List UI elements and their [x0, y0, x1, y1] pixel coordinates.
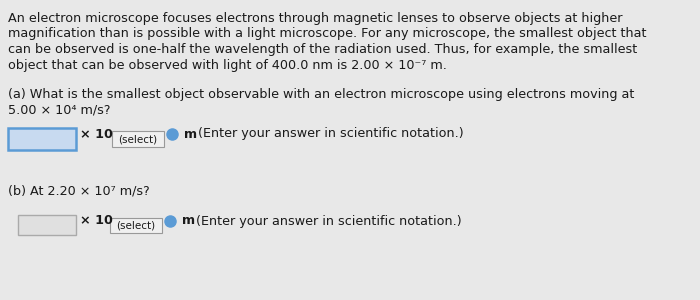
Text: m: m: [184, 128, 197, 140]
FancyBboxPatch shape: [18, 215, 76, 235]
Text: object that can be observed with light of 400.0 nm is 2.00 × 10⁻⁷ m.: object that can be observed with light o…: [8, 58, 447, 71]
Text: An electron microscope focuses electrons through magnetic lenses to observe obje: An electron microscope focuses electrons…: [8, 12, 622, 25]
Text: × 10: × 10: [80, 128, 113, 140]
Text: (select): (select): [116, 220, 155, 230]
FancyBboxPatch shape: [110, 218, 162, 232]
Text: (b) At 2.20 × 10⁷ m/s?: (b) At 2.20 × 10⁷ m/s?: [8, 185, 150, 198]
Text: can be observed is one-half the wavelength of the radiation used. Thus, for exam: can be observed is one-half the waveleng…: [8, 43, 637, 56]
Text: (Enter your answer in scientific notation.): (Enter your answer in scientific notatio…: [198, 128, 463, 140]
Text: m: m: [182, 214, 195, 227]
Text: 5.00 × 10⁴ m/s?: 5.00 × 10⁴ m/s?: [8, 103, 111, 116]
Text: (Enter your answer in scientific notation.): (Enter your answer in scientific notatio…: [196, 214, 461, 227]
Text: × 10: × 10: [80, 214, 113, 227]
Text: (a) What is the smallest object observable with an electron microscope using ele: (a) What is the smallest object observab…: [8, 88, 634, 101]
Text: magnification than is possible with a light microscope. For any microscope, the : magnification than is possible with a li…: [8, 28, 647, 40]
FancyBboxPatch shape: [8, 128, 76, 150]
Text: (select): (select): [118, 134, 158, 144]
FancyBboxPatch shape: [112, 131, 164, 147]
